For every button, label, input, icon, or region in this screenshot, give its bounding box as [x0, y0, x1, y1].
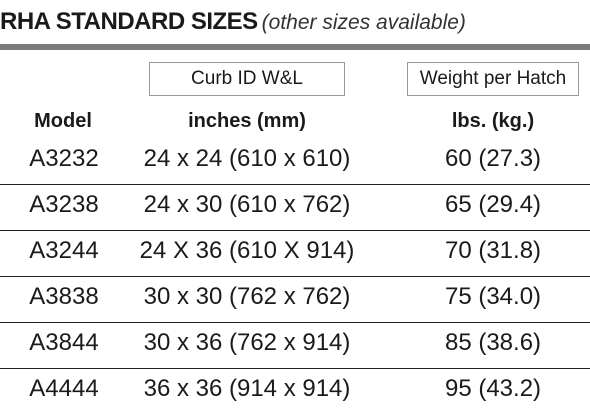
cell-weight: 85 (38.6): [444, 329, 542, 356]
cell-curb-size: 30 x 36 (762 x 914): [143, 329, 351, 356]
cell-model: A4444: [29, 375, 99, 402]
table-row: A3244 24 X 36 (610 X 914) 70 (31.8): [0, 231, 590, 277]
cell-model: A3232: [29, 145, 99, 172]
cell-weight: 60 (27.3): [444, 145, 542, 172]
column-header-curb: inches (mm): [188, 110, 306, 132]
cell-weight: 70 (31.8): [444, 237, 542, 264]
column-header-model: Model: [34, 110, 92, 132]
table-row: A3232 24 x 24 (610 x 610) 60 (27.3): [0, 139, 590, 185]
cell-model: A3244: [29, 237, 99, 264]
cell-curb-size: 24 x 24 (610 x 610): [143, 145, 351, 172]
page-title: RHA STANDARD SIZES (other sizes available…: [0, 4, 466, 40]
table-row: A3838 30 x 30 (762 x 762) 75 (34.0): [0, 277, 590, 323]
title-divider: [0, 44, 590, 50]
cell-model: A3844: [29, 329, 99, 356]
cell-model: A3838: [29, 283, 99, 310]
table-row: A3844 30 x 36 (762 x 914) 85 (38.6): [0, 323, 590, 369]
title-main: RHA STANDARD SIZES: [0, 8, 258, 35]
title-subtitle: (other sizes available): [261, 11, 466, 34]
cell-curb-size: 24 X 36 (610 X 914): [139, 237, 355, 264]
cell-curb-size: 36 x 36 (914 x 914): [143, 375, 351, 402]
cell-weight: 95 (43.2): [444, 375, 542, 402]
weight-header-box: Weight per Hatch: [407, 62, 579, 96]
table-row: A4444 36 x 36 (914 x 914) 95 (43.2): [0, 369, 590, 415]
curb-header-box: Curb ID W&L: [149, 62, 345, 96]
table-row: A3238 24 x 30 (610 x 762) 65 (29.4): [0, 185, 590, 231]
cell-curb-size: 30 x 30 (762 x 762): [143, 283, 351, 310]
cell-weight: 75 (34.0): [444, 283, 542, 310]
sizes-table: A3232 24 x 24 (610 x 610) 60 (27.3) A323…: [0, 139, 590, 415]
cell-curb-size: 24 x 30 (610 x 762): [143, 191, 351, 218]
column-header-weight: lbs. (kg.): [451, 110, 535, 132]
cell-model: A3238: [29, 191, 99, 218]
cell-weight: 65 (29.4): [444, 191, 542, 218]
